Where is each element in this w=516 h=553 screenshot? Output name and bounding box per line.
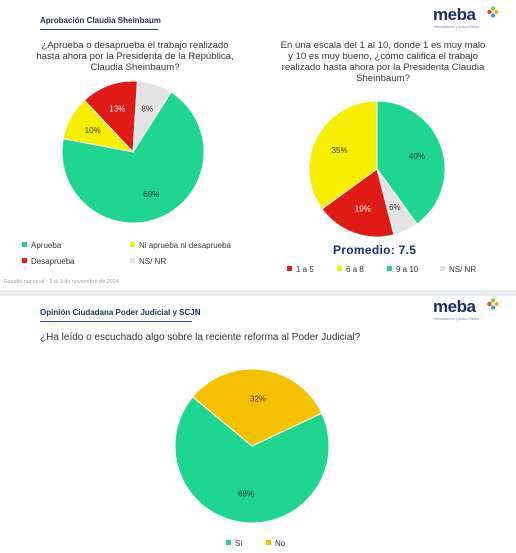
approval-slice-desaprueba [83,80,138,154]
logo-flower-icon [487,298,499,310]
approval-data-label: 69% [143,190,159,199]
approval-slice-aprueba [61,91,205,224]
reform-slice-no [191,368,323,447]
legend-item-aprueba: Aprueba [22,241,61,250]
approval-panel: Aprobación Claudia Sheinbaum meba Mercad… [0,0,516,290]
rating-pie-chart: 40% 6% 19% 35% [308,100,446,238]
section-header: Aprobación Claudia Sheinbaum [40,16,161,25]
legend-swatch [266,540,271,546]
chart2-question: En una escala del 1 al 10, donde 1 es mu… [280,40,486,84]
legend-swatch [130,242,135,248]
rating-slice-6-a-8 [308,100,378,210]
meba-logo: meba Mercadotecnia y Acción Pública [433,5,499,29]
judicial-panel: Opinión Ciudadana Poder Judicial y SCJN … [0,296,516,553]
approval-data-label: 13% [109,105,125,114]
rating-data-label: 19% [355,205,371,214]
legend-item-no: No [266,539,285,548]
logo-wordmark: meba [433,5,476,24]
approval-slice-ns-nr [132,80,172,153]
legend-swatch [130,258,135,264]
average-score: Promedio: 7.5 [333,243,417,257]
logo-flower-icon [487,6,499,18]
rating-data-label: 35% [332,146,348,155]
header-underline [40,29,158,30]
legend-item-desaprueba: Desaprueba [22,257,75,266]
reform-data-label: 32% [250,394,266,403]
logo-wordmark: meba [433,297,476,316]
reform-data-label: 68% [238,490,254,499]
rating-data-label: 40% [409,152,425,161]
meba-logo: meba Mercadotecnia y Acción Pública [433,297,499,321]
section-header: Opinión Ciudadana Poder Judicial y SCJN [40,308,201,317]
legend-swatch [287,266,292,272]
legend-swatch [22,258,27,264]
header-underline [40,321,192,322]
legend-swatch [387,266,392,272]
legend-item-6-a-8: 6 a 8 [337,265,364,274]
reform-awareness-pie-chart: 68% 32% [174,368,330,524]
legend-swatch [22,242,27,248]
legend-item-ns-nr: NS/ NR [440,265,476,274]
legend-item-9-a-10: 9 a 10 [387,265,418,274]
approval-data-label: 10% [85,126,101,135]
legend-swatch [440,266,445,272]
logo-tagline: Mercadotecnia y Acción Pública [434,317,480,321]
chart1-question: ¿Aprueba o desaprueba el trabajo realiza… [36,40,234,73]
rating-slice-9-a-10 [376,100,446,225]
legend-item-nsnr: NS/ NR [130,257,166,266]
approval-pie-chart: 69% 10% 13% 8% [61,80,205,224]
rating-data-label: 6% [389,203,401,212]
study-footnote: Estudio nacional - 1 al 3 de noviembre d… [4,279,119,285]
approval-data-label: 8% [141,104,153,113]
legend-swatch [226,540,231,546]
chart3-question: ¿Ha leído o escuchado algo sobre la reci… [40,332,361,343]
legend-item-si: Sí [226,539,243,548]
rating-slice-1-a-5 [321,168,395,238]
logo-tagline: Mercadotecnia y Acción Pública [434,25,480,29]
legend-item-ni-aprueba: Ni aprueba ni desaprueba [130,241,231,250]
legend-item-1-a-5: 1 a 5 [287,265,314,274]
legend-swatch [337,266,342,272]
